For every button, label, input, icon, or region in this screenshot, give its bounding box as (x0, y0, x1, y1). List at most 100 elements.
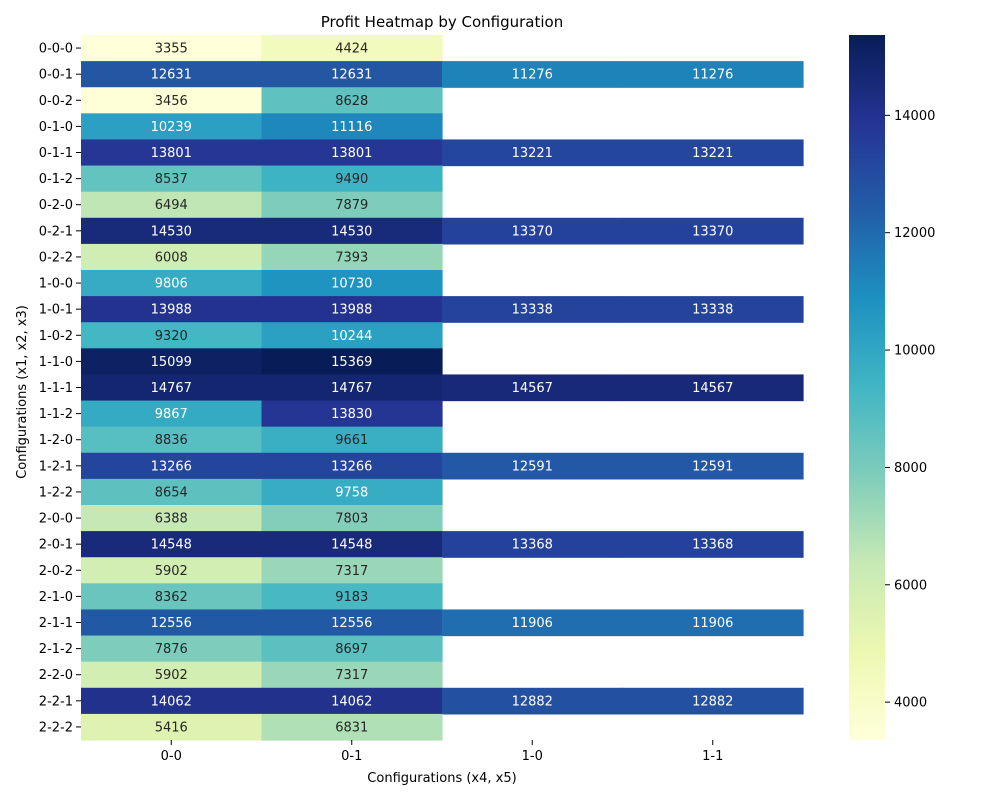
heatmap-cell (622, 217, 804, 245)
cell-value-label: 12591 (512, 459, 553, 474)
heatmap-cell (442, 61, 624, 88)
cell-value-label: 14530 (151, 224, 192, 239)
cell-value-label: 10244 (331, 329, 372, 344)
heatmap-cells: 3355 4424 12631 12631 11276 11276 3456 8628 1023… (81, 35, 804, 741)
y-tick-label: 2-0-2 (39, 564, 73, 579)
cell-value-label: 13338 (512, 303, 553, 318)
y-tick-label: 2-2-2 (39, 720, 73, 735)
heatmap-cell (261, 217, 443, 245)
heatmap-cell (261, 113, 443, 141)
cell-value-label: 13988 (151, 303, 192, 318)
cell-value-label: 8362 (155, 590, 188, 605)
heatmap-cell (261, 400, 443, 428)
cell-value-label: 14767 (151, 381, 192, 396)
cell-value-label: 14062 (151, 694, 192, 709)
cell-value-label: 8836 (155, 433, 188, 448)
heatmap-cell (81, 87, 263, 114)
y-tick-label: 1-2-2 (39, 485, 73, 500)
heatmap-cell (81, 609, 263, 637)
cell-value-label: 12556 (151, 616, 192, 631)
cell-value-label: 5902 (155, 564, 188, 579)
heatmap-cell (622, 687, 804, 715)
cell-value-label: 7803 (335, 512, 368, 527)
heatmap-cell (81, 348, 263, 376)
heatmap-cell (261, 61, 443, 88)
heatmap-cell (442, 452, 624, 480)
x-tick-label: 1-0 (522, 749, 543, 764)
cell-value-label: 11276 (512, 68, 553, 83)
heatmap-cell (261, 191, 443, 219)
heatmap-cell (81, 165, 263, 193)
cell-value-label: 8697 (335, 642, 368, 657)
y-tick-label: 0-0-1 (39, 68, 73, 83)
cell-value-label: 9806 (155, 277, 188, 292)
heatmap-cell (261, 322, 443, 349)
y-tick-label: 0-1-0 (39, 120, 73, 135)
y-tick-label: 1-0-2 (39, 329, 73, 344)
y-tick-label: 1-1-0 (39, 355, 73, 370)
y-tick-label: 2-0-0 (39, 512, 73, 527)
cell-value-label: 14530 (331, 224, 372, 239)
heatmap-cell (81, 400, 263, 428)
heatmap-cell (261, 35, 443, 62)
heatmap-cell (622, 139, 804, 167)
heatmap-cell (261, 426, 443, 454)
cell-value-label: 13370 (692, 224, 733, 239)
cell-value-label: 11906 (512, 616, 553, 631)
heatmap-cell (81, 35, 263, 62)
heatmap-cell (261, 505, 443, 532)
heatmap-cell (81, 243, 263, 271)
heatmap-cell (81, 61, 263, 88)
heatmap-cell (261, 374, 443, 402)
heatmap-cell (261, 348, 443, 376)
y-tick-label: 0-1-2 (39, 172, 73, 187)
heatmap-cell (261, 165, 443, 193)
heatmap-cell (261, 87, 443, 114)
cell-value-label: 8654 (155, 485, 188, 500)
x-axis: 0-0 0-1 1-0 1-1 (161, 740, 723, 764)
y-tick-label: 0-2-1 (39, 224, 73, 239)
colorbar: 4000 6000 8000 10000 12000 14000 (849, 35, 935, 740)
cell-value-label: 13801 (331, 146, 372, 161)
cell-value-label: 11906 (692, 616, 733, 631)
cell-value-label: 14062 (331, 694, 372, 709)
colorbar-tick-label: 10000 (894, 344, 935, 359)
heatmap-cell (81, 191, 263, 219)
x-axis-label: Configurations (x4, x5) (367, 771, 516, 786)
cell-value-label: 12631 (331, 68, 372, 83)
cell-value-label: 13338 (692, 303, 733, 318)
y-tick-label: 0-0-0 (39, 42, 73, 57)
heatmap-cell (81, 452, 263, 480)
x-tick-label: 0-0 (161, 749, 182, 764)
cell-value-label: 10730 (331, 277, 372, 292)
cell-value-label: 13266 (151, 459, 192, 474)
cell-value-label: 14548 (331, 538, 372, 553)
colorbar-tick-label: 6000 (894, 578, 927, 593)
y-tick-label: 2-1-1 (39, 616, 73, 631)
heatmap-cell (81, 505, 263, 532)
cell-value-label: 6831 (335, 720, 368, 735)
heatmap-cell (81, 557, 263, 584)
y-tick-label: 0-1-1 (39, 146, 73, 161)
cell-value-label: 13266 (331, 459, 372, 474)
cell-value-label: 13221 (692, 146, 733, 161)
heatmap-cell (261, 713, 443, 741)
cell-value-label: 5416 (155, 720, 188, 735)
cell-value-label: 14767 (331, 381, 372, 396)
heatmap-cell (261, 609, 443, 637)
y-tick-label: 2-2-0 (39, 668, 73, 683)
x-tick-label: 0-1 (341, 749, 362, 764)
heatmap-cell (261, 687, 443, 715)
heatmap-cell (622, 609, 804, 637)
colorbar-tick-label: 4000 (894, 696, 927, 711)
heatmap-cell (81, 687, 263, 715)
y-tick-label: 0-2-2 (39, 250, 73, 265)
colorbar-tick-label: 8000 (894, 461, 927, 476)
cell-value-label: 12591 (692, 459, 733, 474)
heatmap-cell (81, 139, 263, 167)
heatmap-cell (442, 296, 624, 323)
cell-value-label: 12882 (692, 694, 733, 709)
cell-value-label: 4424 (335, 42, 368, 57)
cell-value-label: 14548 (151, 538, 192, 553)
